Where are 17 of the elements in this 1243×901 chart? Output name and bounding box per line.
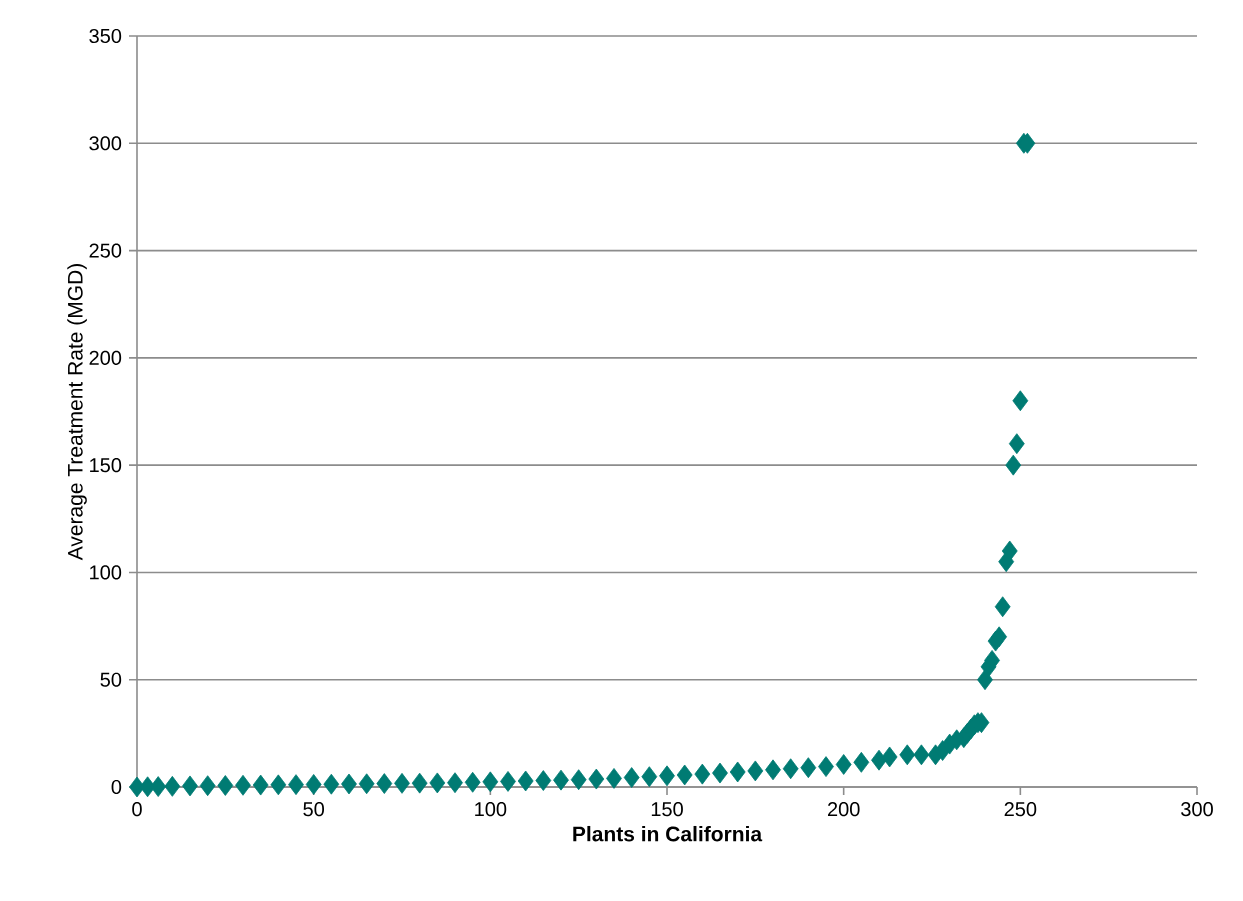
x-tick-label: 200 [827,802,860,817]
x-tick-label: 100 [475,802,507,817]
y-axis-title: Average Treatment Rate (MGD) [67,264,87,561]
y-tick-label: 300 [89,136,122,151]
y-tick-label: 200 [89,350,122,365]
y-tick-label: 50 [100,672,122,687]
y-tick-label: 250 [89,243,122,258]
x-tick-label: 300 [1181,802,1213,817]
y-tick-label: 150 [90,458,122,473]
x-axis-title: Plants in California [573,825,763,842]
x-tick-label: 0 [132,802,142,817]
y-tick-label: 350 [89,28,122,44]
y-tick-label: 100 [90,565,122,580]
x-tick-label: 50 [303,802,325,817]
x-tick-label: 150 [651,802,683,817]
y-tick-label: 0 [111,779,122,795]
x-tick-label: 250 [1004,802,1037,817]
